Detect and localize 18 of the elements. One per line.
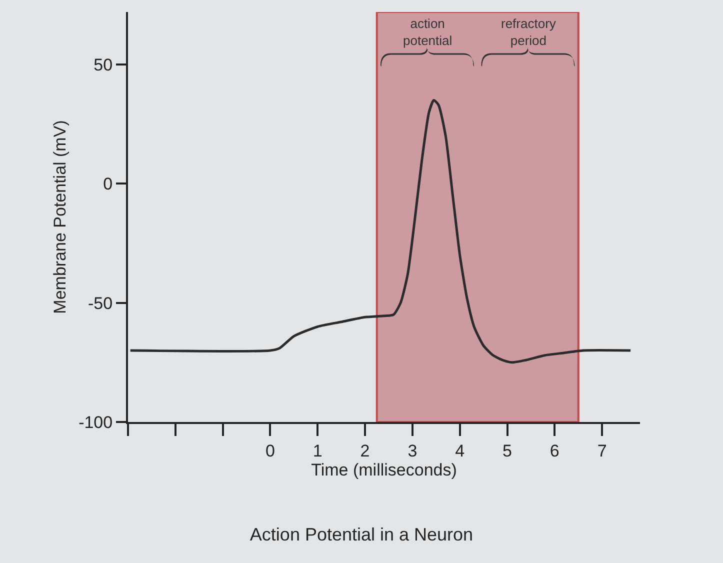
x-tick-label: 0 bbox=[265, 441, 275, 460]
x-tick-label: 5 bbox=[502, 441, 512, 460]
annotation: refractory period bbox=[501, 16, 556, 48]
y-tick-label: -100 bbox=[78, 412, 113, 432]
y-tick-label: -50 bbox=[88, 294, 113, 313]
x-tick-label: 7 bbox=[597, 441, 607, 460]
x-tick-label: 1 bbox=[312, 441, 322, 460]
x-axis-title: Time (milliseconds) bbox=[311, 460, 457, 480]
y-tick-label: 0 bbox=[103, 174, 113, 194]
x-tick-label: 2 bbox=[360, 441, 370, 460]
x-tick-label: 6 bbox=[550, 441, 560, 460]
y-tick-label: 50 bbox=[94, 55, 113, 74]
line-series bbox=[129, 98, 632, 364]
y-axis-title: Membrane Potential (mV) bbox=[50, 120, 70, 314]
annotation: action potential bbox=[403, 16, 452, 48]
text: Action Potential in a Neuron bbox=[250, 524, 474, 544]
x-tick-label: 4 bbox=[455, 441, 465, 460]
x-tick-label: 3 bbox=[408, 441, 418, 460]
